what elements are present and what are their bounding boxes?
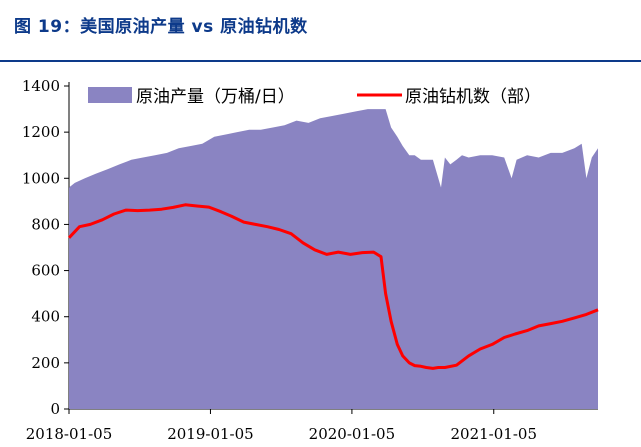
y-tick-label: 600 xyxy=(31,262,60,280)
legend-swatch-production xyxy=(88,87,132,103)
x-tick-label: 2019-01-05 xyxy=(167,425,253,443)
series-area-production xyxy=(69,109,598,409)
title-rule xyxy=(0,60,641,62)
x-tick-label: 2020-01-05 xyxy=(309,425,395,443)
plot-area xyxy=(67,109,599,409)
y-tick-label: 1200 xyxy=(22,123,60,141)
x-tick-label: 2018-01-05 xyxy=(26,425,112,443)
y-tick-label: 1400 xyxy=(22,77,60,95)
y-tick-label: 200 xyxy=(31,354,60,372)
y-tick-label: 1000 xyxy=(22,169,60,187)
y-tick-label: 800 xyxy=(31,215,60,233)
y-tick-label: 400 xyxy=(31,308,60,326)
legend-label-production: 原油产量（万桶/日） xyxy=(136,87,295,107)
figure-title: 图 19：美国原油产量 vs 原油钻机数 xyxy=(14,17,308,37)
legend-label-rigs: 原油钻机数（部） xyxy=(405,87,541,107)
tick-labels: 0 200 400 600 800 1000 1200 1400 2018-01-05 2019-… xyxy=(22,77,537,443)
y-tick-label: 0 xyxy=(50,400,60,418)
legend: 原油产量（万桶/日） 原油钻机数（部） xyxy=(88,87,541,107)
x-tick-label: 2021-01-05 xyxy=(451,425,537,443)
series-line-rigs xyxy=(67,203,599,370)
